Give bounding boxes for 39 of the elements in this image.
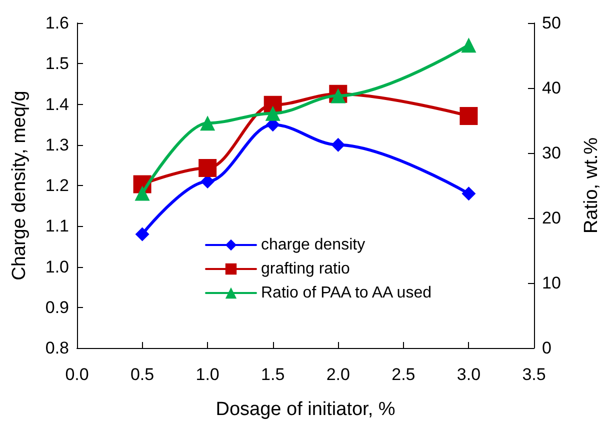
y-tick-label: 0.8	[45, 338, 69, 358]
point	[134, 186, 150, 201]
y2-tick-label: 0	[542, 338, 552, 358]
y2-tick-label: 20	[542, 208, 561, 228]
x-tick-label: 1.0	[196, 365, 220, 384]
point	[330, 88, 346, 104]
legend-label: charge density	[261, 236, 366, 254]
y2-tick-label: 10	[542, 274, 561, 292]
y2-tick-label: 30	[542, 144, 561, 162]
point	[200, 116, 216, 131]
x-tick-label: 2.0	[326, 365, 350, 384]
point	[331, 138, 346, 152]
x-tick-label: 0.5	[130, 365, 154, 384]
x-tick-label: 0.0	[65, 365, 89, 384]
y-tick-label: 1.2	[45, 176, 69, 195]
point	[461, 38, 476, 53]
point	[198, 158, 217, 177]
y-tick-label: 1.3	[45, 135, 69, 154]
y-axis-title: Charge density, meq/g	[9, 90, 30, 280]
x-tick-label: 2.5	[392, 365, 416, 384]
y-tick-label: 1.1	[45, 216, 69, 236]
y2-tick-label: 40	[542, 78, 561, 98]
point	[462, 186, 476, 201]
y2-axis-title: Ratio, wt.%	[581, 137, 602, 234]
y-tick-label: 1.6	[45, 14, 69, 32]
point	[135, 227, 150, 242]
y-tick-label: 1.0	[45, 257, 69, 276]
y-tick-label: 0.9	[45, 298, 69, 317]
y-tick-label: 1.4	[45, 94, 69, 114]
point	[265, 106, 280, 121]
legend-label: Ratio of PAA to AA used	[261, 284, 432, 302]
x-axis-title: Dosage of initiator, %	[216, 399, 396, 420]
legend-label: grafting ratio	[261, 260, 350, 278]
point	[460, 106, 478, 125]
x-tick-label: 1.5	[261, 365, 285, 384]
x-tick-label: 3.0	[456, 365, 481, 384]
x-tick-label: 3.5	[522, 365, 546, 384]
y-tick-label: 1.5	[45, 54, 69, 74]
y2-tick-label: 50	[542, 14, 561, 32]
